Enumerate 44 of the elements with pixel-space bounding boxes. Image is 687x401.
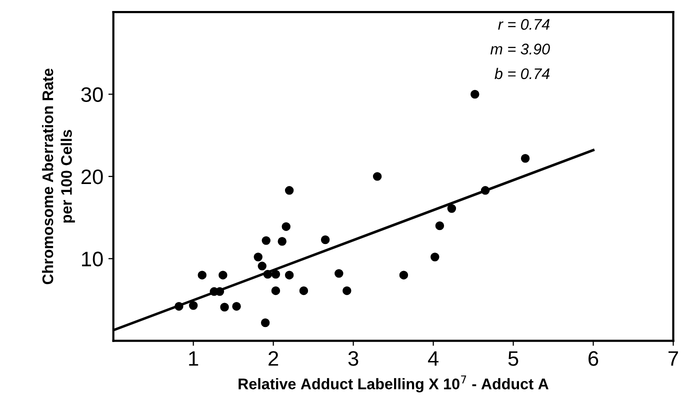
point: [271, 270, 280, 279]
x-tick-label: 2: [268, 351, 278, 366]
point: [278, 237, 286, 246]
annotation: m = 3.90: [490, 44, 550, 54]
x-tick-label: 5: [508, 351, 518, 366]
point: [284, 270, 294, 280]
point: [220, 302, 229, 312]
y-tick-label: 30: [81, 87, 103, 102]
point: [480, 186, 490, 195]
point: [372, 172, 382, 181]
y-tick-label: 10: [82, 252, 103, 266]
x-tick-label: 7: [668, 351, 678, 366]
x-tick-label: 4: [428, 351, 438, 366]
annotation: r = 0.74: [498, 19, 550, 30]
x-tick-label: 6: [588, 351, 598, 366]
point: [284, 186, 294, 195]
point: [520, 154, 530, 163]
point: [342, 286, 352, 296]
point: [258, 262, 266, 270]
point: [320, 235, 330, 244]
point: [254, 252, 262, 262]
point: [447, 204, 456, 213]
point: [282, 222, 290, 231]
x-axis-title: Relative Adduct Labelling X 10$^{7}$ - Adduct A: [238, 376, 548, 392]
point: [263, 270, 272, 279]
x-tick-label: 1: [189, 351, 198, 366]
y-tick-label: 20: [82, 169, 103, 184]
point: [188, 301, 198, 310]
point: [260, 318, 270, 328]
y-axis-title: Chromosome Aberration Rate per 100 Cells: [42, 68, 75, 284]
point: [334, 269, 344, 278]
point: [299, 286, 308, 296]
point: [232, 302, 241, 311]
x-tick-label: 3: [348, 351, 358, 366]
point: [470, 90, 480, 99]
point: [218, 270, 228, 280]
annotation: b = 0.74: [494, 68, 550, 80]
point: [435, 221, 444, 230]
point: [430, 252, 440, 262]
point: [271, 286, 280, 296]
point: [262, 236, 270, 245]
point: [174, 302, 184, 311]
point: [399, 270, 408, 280]
point: [198, 270, 207, 280]
